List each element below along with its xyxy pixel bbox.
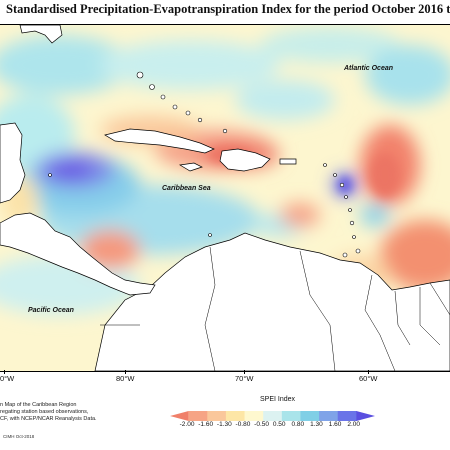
lon-label-2: 80°W [116,374,135,383]
legend-tick-label: -0.80 [235,421,251,428]
lon-label-3: 70°W [235,374,254,383]
legend-swatch-4 [244,411,264,421]
land-cuba [104,128,215,154]
copyright-text: CIMH Oct-2018 [3,434,35,439]
legend-swatch-10 [356,411,375,421]
legend-swatch-2 [207,411,227,421]
lon-tick-3 [244,370,245,374]
legend-tick-label: -1.60 [198,421,214,428]
land-jamaica [178,162,203,172]
legend-swatch-6 [281,411,301,421]
land-south-america [94,232,450,371]
credit-line-3: CF, with NCEP/NCAR Reanalysis Data. [0,416,97,422]
lon-label-1: 0°W [0,374,15,383]
legend-swatch-9 [337,411,357,421]
legend-swatch-5 [263,411,283,421]
caribbean-sea-label: Caribbean Sea [162,185,211,192]
land-central-america [0,212,156,296]
legend-tick-label: 2.00 [347,421,361,428]
lon-tick-2 [125,370,126,374]
lon-label-4: 60°W [359,374,378,383]
legend-swatch-8 [319,411,339,421]
legend-swatch-1 [188,411,208,421]
pacific-ocean-label: Pacific Ocean [28,307,74,314]
country-borders [100,246,450,371]
legend-tick-label: 0.50 [272,421,286,428]
credit-line-2: regating station based observations, [0,409,89,415]
land-florida [19,25,63,44]
legend-color-bar [170,408,375,421]
atlantic-ocean-label: Atlantic Ocean [344,65,394,72]
legend-tick-label: -1.30 [216,421,232,428]
land-hispaniola [219,148,271,172]
lon-tick-1 [4,370,5,374]
spei-map-canvas [0,25,450,371]
land-yucatan [0,122,26,204]
map-title: Standardised Precipitation-Evapotranspir… [6,2,450,16]
legend-tick-label: -0.50 [254,421,269,428]
legend-tick-label: 0.80 [291,421,305,428]
lon-tick-4 [368,370,369,374]
land-puerto-rico [279,158,297,165]
legend-swatches [170,411,375,421]
legend-tick-label: 1.60 [328,421,342,428]
legend-swatch-3 [225,411,246,421]
land-small-islands [48,71,361,258]
legend-tick-label: -2.00 [179,421,195,428]
legend-title: SPEI Index [260,396,296,403]
legend-swatch-0 [170,411,189,421]
spei-map: Atlantic Ocean Caribbean Sea Pacific Oce… [0,24,450,372]
legend-tick-label: 1.30 [310,421,323,428]
legend-swatch-7 [300,411,320,421]
map-credits: n Map of the Caribbean Region regating s… [0,402,97,423]
credit-line-1: n Map of the Caribbean Region [0,402,77,408]
